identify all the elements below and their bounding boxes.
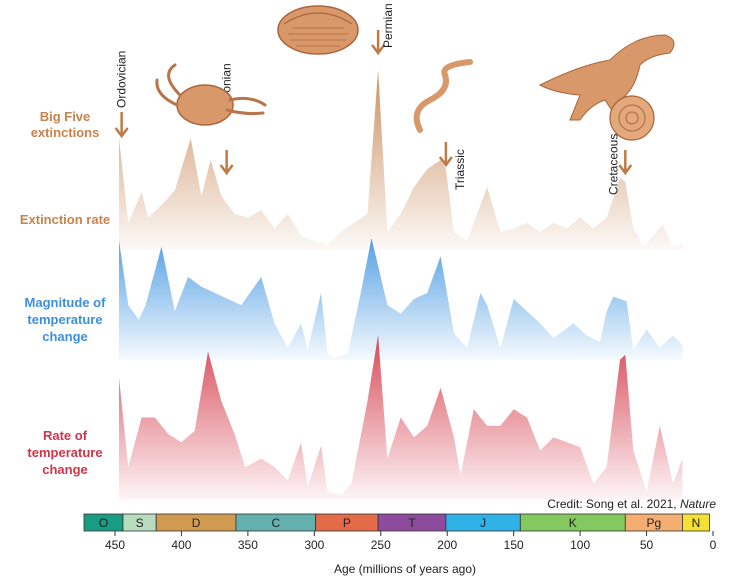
eel-illustration [413, 59, 473, 133]
x-tick-label-150: 150 [504, 538, 524, 552]
temperature-rate-area [119, 335, 683, 500]
big-five-label-line2: extinctions [31, 125, 100, 140]
x-tick-label-300: 300 [304, 538, 324, 552]
x-tick-label-200: 200 [437, 538, 457, 552]
big-five-label-line1: Big Five [40, 109, 91, 124]
series-label-extinction-rate: Extinction rate [20, 212, 110, 227]
ammonite-illustration [609, 95, 655, 141]
arrowhead-ordovician [114, 127, 129, 139]
event-label-cretaceous: Cretaceous [606, 134, 620, 195]
series-label-rate-line1: Rate of [43, 428, 88, 443]
period-label-j: J [480, 516, 486, 530]
period-label-o: O [99, 516, 108, 530]
arrowhead-cretaceous [618, 164, 633, 176]
series-label-magnitude-line3: change [42, 329, 88, 344]
arrowhead-permian [371, 44, 386, 56]
x-tick-label-450: 450 [105, 538, 125, 552]
series-label-magnitude-line1: Magnitude of [25, 295, 107, 310]
trilobite-illustration [277, 5, 359, 55]
series-label-magnitude-line2: temperature [27, 312, 102, 327]
fossil-illustrations [155, 5, 675, 141]
period-label-n: N [692, 516, 701, 530]
x-tick-label-400: 400 [171, 538, 191, 552]
x-tick-label-350: 350 [238, 538, 258, 552]
dinosaur-illustration [538, 34, 675, 121]
period-n [682, 513, 710, 532]
event-label-triassic: Triassic [453, 149, 467, 190]
event-label-permian: Permian [381, 3, 395, 48]
arrowhead-triassic [438, 156, 453, 168]
series-label-rate-line3: change [42, 462, 88, 477]
event-label-ordovician: Ordovician [115, 51, 129, 108]
period-label-t: T [408, 516, 416, 530]
period-label-d: D [192, 516, 201, 530]
period-label-k: K [569, 516, 577, 530]
period-label-p: P [343, 516, 351, 530]
x-tick-label-0: 0 [710, 538, 717, 552]
series-label-rate-line2: temperature [27, 445, 102, 460]
period-label-pg: Pg [647, 516, 662, 530]
arrowhead-devonian [219, 164, 234, 176]
period-label-c: C [271, 516, 280, 530]
geologic-period-bar: O S D C P T J K Pg N [83, 513, 710, 532]
x-tick-label-250: 250 [371, 538, 391, 552]
x-axis: 450 400 350 300 250 200 150 100 50 0 [105, 531, 717, 552]
credit-text: Credit: Song et al. 2021, Nature [547, 497, 716, 511]
period-label-s: S [136, 516, 144, 530]
crinoid-illustration [155, 63, 267, 126]
series-layer [119, 70, 683, 500]
x-tick-label-50: 50 [640, 538, 654, 552]
extinction-rate-area [119, 70, 683, 250]
x-axis-label: Age (millions of years ago) [334, 562, 476, 576]
x-tick-label-100: 100 [570, 538, 590, 552]
temperature-magnitude-area [119, 238, 683, 360]
